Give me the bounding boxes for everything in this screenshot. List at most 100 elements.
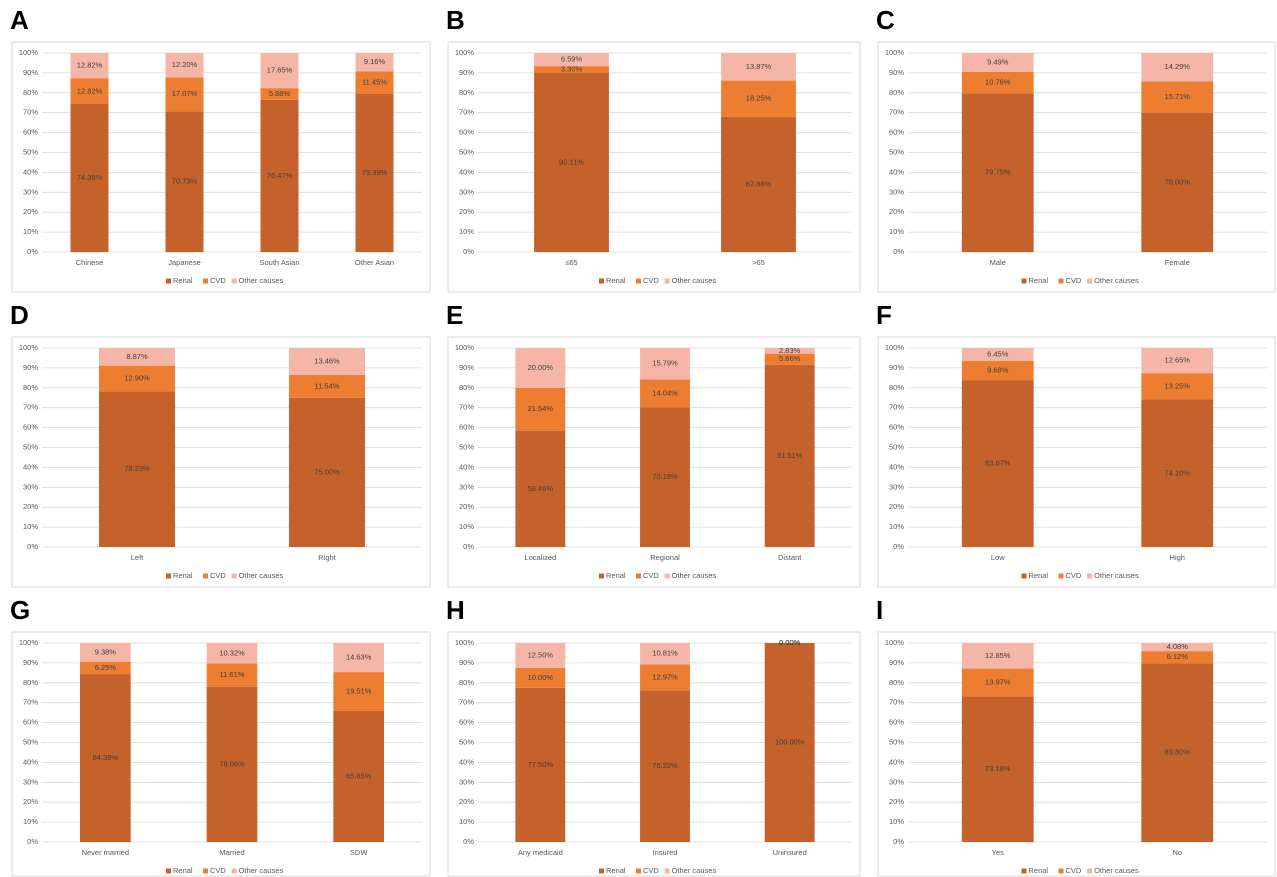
- value-label: 0.00%: [779, 638, 801, 647]
- legend-label: CVD: [1066, 571, 1082, 580]
- y-tick-label: 20%: [889, 207, 904, 216]
- y-tick-label: 100%: [885, 343, 905, 352]
- y-tick-label: 80%: [23, 678, 38, 687]
- y-tick-label: 80%: [459, 678, 474, 687]
- value-label: 17.07%: [172, 89, 198, 98]
- value-label: 12.82%: [77, 86, 103, 95]
- bar-segment: [515, 687, 566, 842]
- legend-label: Other causes: [672, 276, 717, 285]
- bar-segment: [640, 347, 690, 380]
- y-tick-label: 90%: [23, 658, 38, 667]
- bar-segment: [640, 643, 690, 665]
- value-label: 70.18%: [652, 472, 678, 481]
- value-label: 6.12%: [1167, 652, 1189, 661]
- value-label: 0.00%: [779, 638, 801, 647]
- y-tick-label: 10%: [459, 227, 474, 236]
- chart-frame: [447, 336, 861, 588]
- y-tick-label: 100%: [885, 638, 905, 647]
- panel: G 0% 10% 20% 30% 40% 50% 60% 70% 80% 90% 100% Never …: [10, 595, 431, 877]
- value-label: 67.88%: [746, 179, 772, 188]
- bar-segment: [961, 348, 1034, 361]
- y-tick-label: 30%: [889, 187, 904, 196]
- y-tick-label: 40%: [889, 757, 904, 766]
- bar-segment: [70, 104, 109, 253]
- x-tick-label: Left: [131, 553, 144, 562]
- value-label: 12.50%: [528, 650, 554, 659]
- legend-swatch: [636, 573, 641, 579]
- legend-swatch: [1087, 573, 1093, 579]
- legend-label: CVD: [1066, 276, 1082, 285]
- y-tick-label: 10%: [459, 522, 474, 531]
- x-tick-label: High: [1170, 553, 1185, 562]
- panel: A 0% 10% 20% 30% 40% 50% 60% 70% 80% 90% 100% Chines…: [10, 5, 431, 293]
- value-label: 5.88%: [269, 89, 291, 98]
- panel: B 0% 10% 20% 30% 40% 50% 60% 70% 80% 90% 100% ≤65 90.…: [446, 5, 861, 293]
- panel: D 0% 10% 20% 30% 40% 50% 60% 70% 80% 90% 100% Left 78…: [10, 300, 431, 588]
- panel-letter: A: [10, 5, 29, 35]
- y-tick-label: 0%: [463, 542, 474, 551]
- value-label: 77.50%: [528, 760, 554, 769]
- legend-label: CVD: [643, 866, 659, 875]
- panel-letter: F: [876, 300, 892, 330]
- legend-label: Renal: [606, 866, 626, 875]
- bar-segment: [260, 53, 299, 89]
- value-label: 13.97%: [985, 677, 1011, 686]
- panel: C 0% 10% 20% 30% 40% 50% 60% 70% 80% 90% 100% Male 79…: [876, 5, 1276, 293]
- y-tick-label: 0%: [893, 542, 904, 551]
- value-label: 14.29%: [1165, 62, 1191, 71]
- bar-segment: [355, 94, 394, 252]
- legend-swatch: [231, 573, 237, 579]
- legend-swatch: [203, 868, 208, 874]
- y-tick-label: 20%: [23, 207, 38, 216]
- bar-segment: [764, 348, 815, 354]
- y-tick-label: 60%: [889, 718, 904, 727]
- legend-label: Renal: [1029, 571, 1049, 580]
- x-tick-label: Localized: [524, 553, 556, 562]
- y-tick-label: 20%: [459, 207, 474, 216]
- value-label: 12.97%: [652, 672, 678, 681]
- value-label: 73.18%: [985, 764, 1011, 773]
- legend-label: Renal: [173, 276, 193, 285]
- y-tick-label: 50%: [889, 737, 904, 746]
- bar-segment: [961, 71, 1034, 94]
- y-tick-label: 70%: [889, 698, 904, 707]
- bar-segment: [721, 53, 796, 81]
- value-label: 79.75%: [985, 168, 1011, 177]
- bar-segment: [355, 71, 394, 95]
- y-tick-label: 60%: [459, 128, 474, 137]
- legend-label: Other causes: [239, 571, 284, 580]
- x-tick-label: Japanese: [168, 258, 201, 267]
- legend-label: Other causes: [1094, 571, 1139, 580]
- panel-letter: E: [446, 300, 463, 330]
- bar-segment: [640, 664, 690, 691]
- bar-segment: [1141, 53, 1214, 82]
- y-tick-label: 100%: [19, 48, 39, 57]
- panel: F 0% 10% 20% 30% 40% 50% 60% 70% 80% 90% 100% Low 83.…: [876, 300, 1276, 588]
- y-tick-label: 30%: [23, 777, 38, 786]
- value-label: 5.66%: [779, 354, 801, 363]
- bar-segment: [333, 672, 384, 711]
- legend-swatch: [1021, 868, 1027, 874]
- y-tick-label: 90%: [459, 68, 474, 77]
- x-tick-label: Married: [219, 848, 244, 857]
- chart-frame: [447, 41, 861, 293]
- y-tick-label: 100%: [885, 48, 905, 57]
- bar-segment: [80, 661, 131, 675]
- bar-segment: [1141, 81, 1214, 113]
- bar-segment: [1141, 651, 1214, 664]
- value-label: 78.06%: [219, 759, 245, 768]
- y-tick-label: 80%: [459, 383, 474, 392]
- legend-swatch: [166, 573, 171, 579]
- legend-swatch: [1087, 868, 1093, 874]
- value-label: 15.79%: [652, 359, 678, 368]
- legend-label: Renal: [173, 866, 193, 875]
- x-tick-label: ≤65: [565, 258, 577, 267]
- y-tick-label: 40%: [459, 167, 474, 176]
- value-label: 75.00%: [314, 467, 340, 476]
- value-label: 6.59%: [561, 55, 583, 64]
- bar-segment: [764, 643, 815, 842]
- legend-label: Other causes: [1094, 866, 1139, 875]
- y-tick-label: 20%: [459, 797, 474, 806]
- legend-label: Other causes: [672, 571, 717, 580]
- y-tick-label: 30%: [23, 187, 38, 196]
